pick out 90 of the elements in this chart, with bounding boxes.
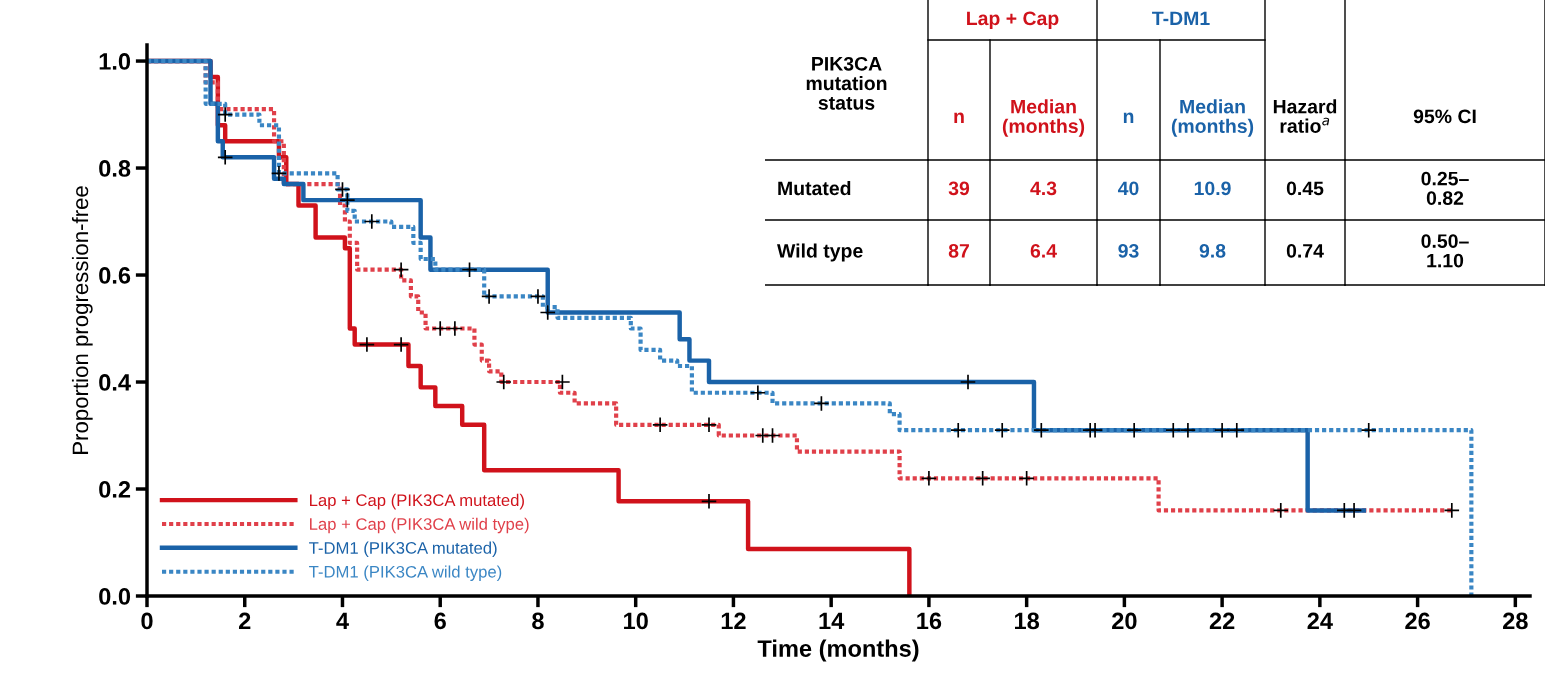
point bbox=[334, 181, 351, 198]
annotation: 9.8 bbox=[1199, 243, 1226, 258]
point bbox=[339, 192, 356, 209]
point bbox=[393, 336, 410, 353]
y-tick-label: 0.4 bbox=[99, 374, 131, 391]
x-tick-label: 20 bbox=[1112, 612, 1137, 630]
point bbox=[270, 165, 288, 182]
point bbox=[764, 427, 781, 444]
annotation: 0.50– 1.10 bbox=[1421, 234, 1469, 268]
point bbox=[700, 493, 718, 510]
point bbox=[959, 373, 977, 391]
y-tick-label: 0.6 bbox=[99, 267, 131, 284]
y-tick-label: 0.8 bbox=[99, 160, 131, 177]
annotation: 40 bbox=[1117, 181, 1139, 196]
point bbox=[1179, 422, 1197, 439]
annotation: Mutated bbox=[778, 180, 851, 196]
point bbox=[652, 416, 669, 433]
point bbox=[1033, 422, 1050, 439]
point bbox=[1126, 422, 1143, 439]
point bbox=[813, 395, 830, 412]
annotation: 39 bbox=[948, 181, 970, 196]
x-tick-label: 6 bbox=[434, 612, 446, 630]
point bbox=[1443, 502, 1460, 519]
annotation: 95% CI bbox=[1413, 109, 1476, 124]
point bbox=[950, 422, 967, 439]
point bbox=[994, 422, 1011, 439]
x-axis-title: Time (months) bbox=[757, 639, 919, 662]
point bbox=[495, 373, 512, 391]
annotation: Hazard ratio$^{a}$ bbox=[1273, 99, 1337, 133]
y-tick-label: 1.0 bbox=[99, 53, 131, 70]
annotation: Wild type bbox=[777, 243, 863, 262]
x-tick-label: 22 bbox=[1209, 612, 1235, 630]
point bbox=[1228, 422, 1245, 439]
x-tick-label: 14 bbox=[819, 612, 845, 630]
point bbox=[363, 213, 380, 230]
annotation: 6.4 bbox=[1030, 243, 1057, 258]
point bbox=[358, 336, 376, 353]
point bbox=[539, 304, 556, 321]
annotation: 10.9 bbox=[1194, 181, 1231, 196]
annotation: 87 bbox=[948, 243, 969, 258]
x-tick-label: 18 bbox=[1015, 612, 1040, 630]
x-tick-label: 10 bbox=[624, 612, 648, 630]
point bbox=[1272, 502, 1289, 519]
point bbox=[217, 106, 234, 123]
annotation: PIK3CA mutation status bbox=[806, 56, 887, 110]
point bbox=[1336, 502, 1353, 519]
x-tick-label: 0 bbox=[141, 612, 153, 630]
text: T-DM1 (PIK3CA wild type) bbox=[309, 565, 502, 581]
y-tick-label: 0.2 bbox=[99, 481, 131, 498]
point bbox=[700, 416, 718, 433]
text: T-DM1 bbox=[1152, 11, 1210, 26]
point bbox=[554, 373, 571, 391]
annotation: n bbox=[954, 112, 964, 124]
y-axis-title: Proportion progression-free bbox=[71, 186, 93, 454]
annotation: 93 bbox=[1118, 243, 1139, 258]
point bbox=[480, 288, 498, 305]
point bbox=[529, 288, 547, 305]
text: Lap + Cap bbox=[967, 11, 1059, 30]
point bbox=[1018, 470, 1035, 487]
annotation: Median (months) bbox=[1171, 99, 1254, 137]
point bbox=[217, 149, 234, 166]
x-tick-label: 28 bbox=[1503, 612, 1528, 630]
point bbox=[1360, 422, 1377, 439]
point bbox=[920, 470, 938, 487]
point bbox=[432, 320, 449, 337]
x-tick-label: 2 bbox=[238, 612, 251, 630]
point bbox=[446, 320, 463, 337]
point bbox=[749, 384, 766, 401]
x-tick-label: 12 bbox=[721, 612, 746, 630]
x-tick-label: 8 bbox=[532, 612, 544, 630]
point bbox=[1165, 422, 1182, 439]
text: T-DM1 (PIK3CA mutated) bbox=[309, 541, 497, 558]
annotation: 0.74 bbox=[1286, 243, 1324, 258]
text: Lap + Cap (PIK3CA wild type) bbox=[310, 517, 529, 534]
y-tick-label: 0.0 bbox=[99, 588, 131, 605]
x-tick-label: 26 bbox=[1405, 612, 1430, 630]
point bbox=[461, 261, 478, 278]
series-label: Lap + Cap (PIK3CA mutated) bbox=[310, 493, 524, 510]
point bbox=[393, 261, 410, 278]
x-tick-label: 4 bbox=[336, 612, 349, 630]
x-tick-label: 24 bbox=[1307, 612, 1333, 630]
annotation: 0.45 bbox=[1286, 181, 1324, 196]
x-tick-label: 16 bbox=[917, 612, 942, 630]
point bbox=[1214, 422, 1231, 439]
point bbox=[1082, 422, 1099, 439]
annotation: Median (months) bbox=[1002, 99, 1085, 137]
annotation: 4.3 bbox=[1030, 181, 1057, 196]
annotation: 0.25– 0.82 bbox=[1421, 171, 1469, 205]
point bbox=[974, 470, 991, 487]
annotation: n bbox=[1123, 112, 1134, 124]
